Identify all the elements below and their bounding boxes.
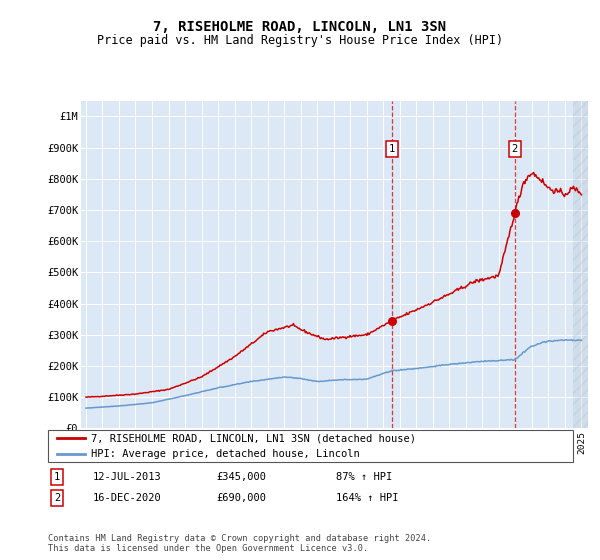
Text: 87% ↑ HPI: 87% ↑ HPI bbox=[336, 472, 392, 482]
Text: £690,000: £690,000 bbox=[216, 493, 266, 503]
Bar bbox=[573, 101, 590, 428]
Text: 7, RISEHOLME ROAD, LINCOLN, LN1 3SN: 7, RISEHOLME ROAD, LINCOLN, LN1 3SN bbox=[154, 20, 446, 34]
Text: 7, RISEHOLME ROAD, LINCOLN, LN1 3SN (detached house): 7, RISEHOLME ROAD, LINCOLN, LN1 3SN (det… bbox=[91, 433, 416, 444]
Text: 1: 1 bbox=[389, 144, 395, 154]
Text: Price paid vs. HM Land Registry's House Price Index (HPI): Price paid vs. HM Land Registry's House … bbox=[97, 34, 503, 47]
Text: 2: 2 bbox=[512, 144, 518, 154]
Text: Contains HM Land Registry data © Crown copyright and database right 2024.
This d: Contains HM Land Registry data © Crown c… bbox=[48, 534, 431, 553]
Text: 16-DEC-2020: 16-DEC-2020 bbox=[93, 493, 162, 503]
FancyBboxPatch shape bbox=[48, 430, 573, 462]
Text: HPI: Average price, detached house, Lincoln: HPI: Average price, detached house, Linc… bbox=[91, 449, 360, 459]
Text: £345,000: £345,000 bbox=[216, 472, 266, 482]
Text: 2: 2 bbox=[54, 493, 60, 503]
Text: 164% ↑ HPI: 164% ↑ HPI bbox=[336, 493, 398, 503]
Text: 12-JUL-2013: 12-JUL-2013 bbox=[93, 472, 162, 482]
Text: 1: 1 bbox=[54, 472, 60, 482]
